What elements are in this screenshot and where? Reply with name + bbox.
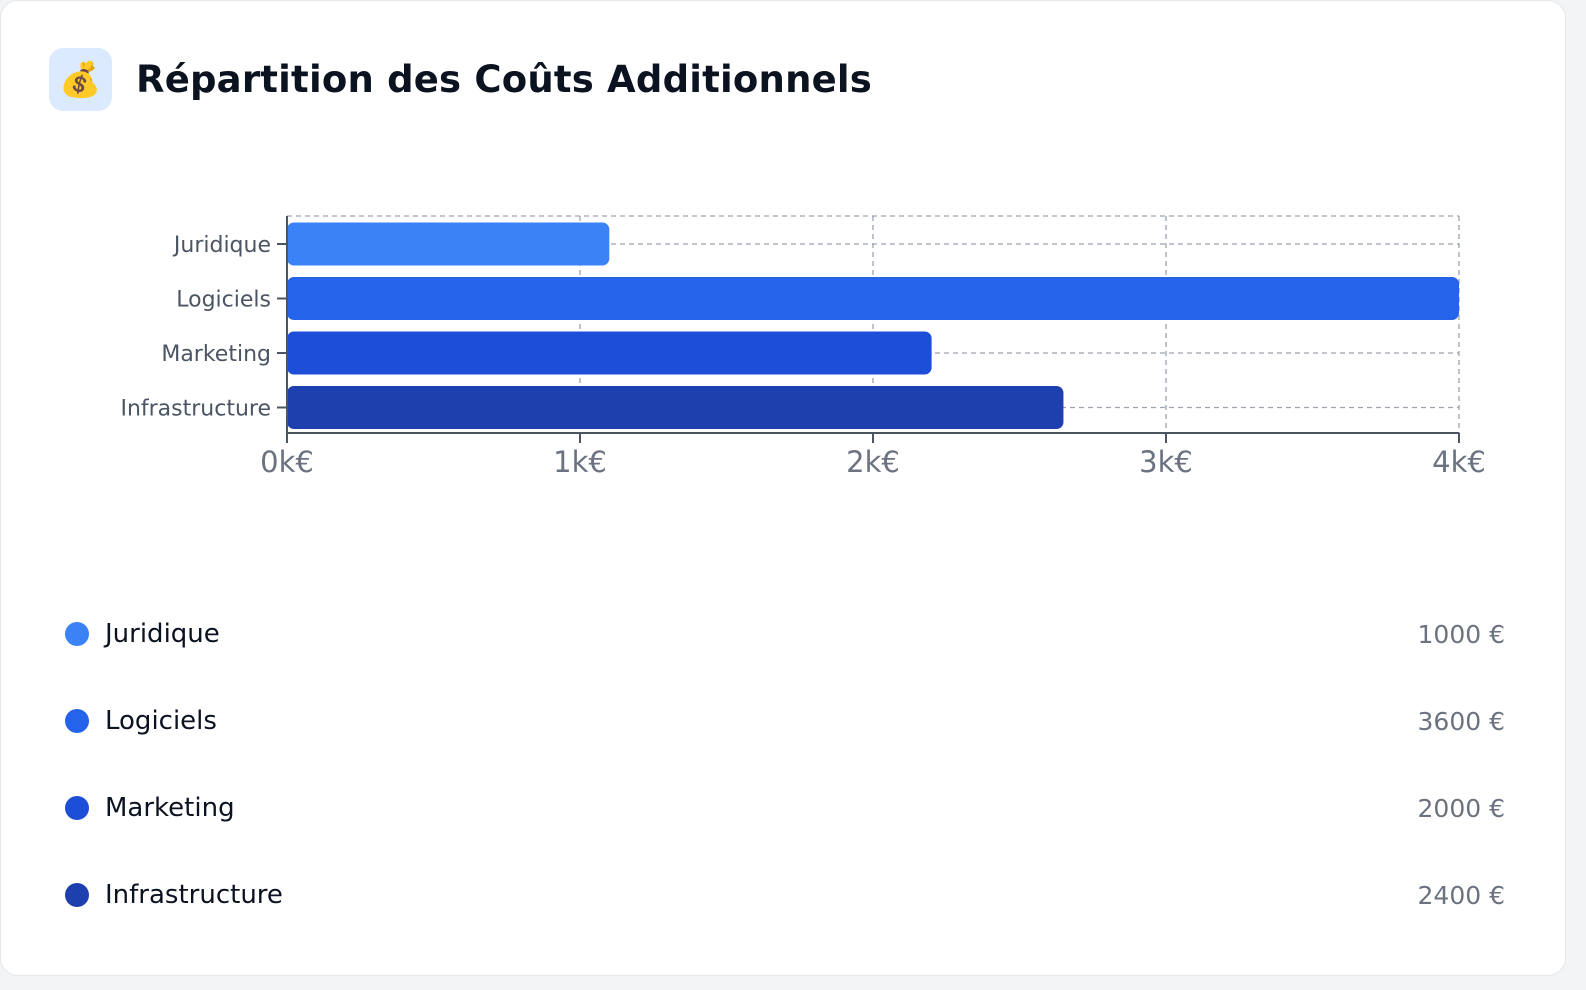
bar-logiciels xyxy=(287,277,1459,320)
y-tick-label: Logiciels xyxy=(176,288,271,313)
y-tick-label: Marketing xyxy=(161,342,271,367)
legend-label: Infrastructure xyxy=(105,880,283,910)
bar-chart: Juridique Logiciels Marketing Infrastructur… xyxy=(120,215,1486,479)
card-header: 💰 Répartition des Coûts Additionnels xyxy=(49,48,872,111)
bar-juridique xyxy=(287,222,610,266)
legend-item: Marketing 2000 € xyxy=(65,788,1505,828)
legend-item: Logiciels 3600 € xyxy=(65,701,1505,741)
legend-item: Infrastructure 2400 € xyxy=(65,875,1505,915)
legend-color-dot xyxy=(65,622,89,646)
legend-item: Juridique 1000 € xyxy=(65,614,1505,654)
x-tick-label: 4k€ xyxy=(1432,445,1486,479)
legend-label: Marketing xyxy=(105,793,235,823)
bar-infrastructure xyxy=(287,386,1064,429)
legend-label: Juridique xyxy=(105,619,220,649)
x-tick-label: 2k€ xyxy=(846,445,900,479)
legend-color-dot xyxy=(65,883,89,907)
x-tick-label: 0k€ xyxy=(260,445,314,479)
y-tick-label: Juridique xyxy=(172,233,271,258)
x-tick-label: 3k€ xyxy=(1139,445,1193,479)
x-tick-label: 1k€ xyxy=(553,445,607,479)
legend-color-dot xyxy=(65,709,89,733)
money-bag-glyph: 💰 xyxy=(59,59,102,100)
legend-value: 2000 € xyxy=(1417,793,1505,823)
legend-value: 1000 € xyxy=(1417,619,1505,649)
bar-marketing xyxy=(287,331,932,375)
legend-value: 2400 € xyxy=(1417,880,1505,910)
cost-breakdown-card: 💰 Répartition des Coûts Additionnels Jur… xyxy=(0,0,1566,976)
legend-color-dot xyxy=(65,796,89,820)
card-title: Répartition des Coûts Additionnels xyxy=(136,58,873,101)
legend-label: Logiciels xyxy=(105,706,217,736)
y-tick-label: Infrastructure xyxy=(120,397,271,422)
legend-value: 3600 € xyxy=(1417,706,1505,736)
money-bag-icon: 💰 xyxy=(49,48,112,111)
